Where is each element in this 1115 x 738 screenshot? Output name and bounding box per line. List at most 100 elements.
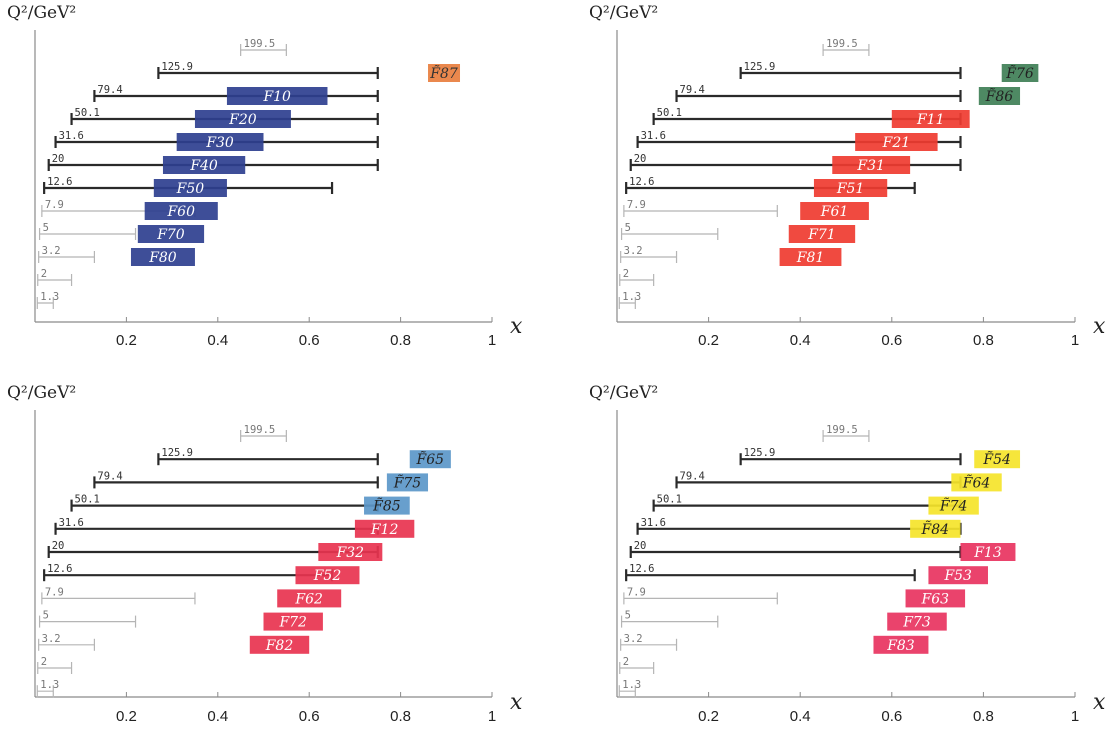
q2-level-label: 3.2	[624, 633, 643, 645]
structure-function-label: F31	[856, 158, 885, 174]
x-tick-label: 0.2	[698, 332, 719, 349]
q2-level-label: 199.5	[244, 38, 276, 50]
x-tick-label: 0.2	[116, 708, 137, 725]
chart-panel-2: Q²/GeV² x 0.2 0.4 0.6 0.8 1 199.5 125.9 79.4 50.1 3…	[589, 3, 1106, 349]
structure-function-label: F12	[370, 522, 399, 538]
x-tick-label: 0.4	[207, 332, 228, 349]
structure-function-label: F81	[796, 250, 825, 266]
structure-function-box	[951, 473, 1002, 492]
structure-function-box	[386, 473, 429, 492]
q2-level-label: 31.6	[641, 517, 666, 529]
y-axis-label: Q²/GeV²	[7, 3, 76, 23]
structure-function-label: F71	[807, 227, 836, 243]
q2-level-label: 199.5	[826, 38, 858, 50]
x-axis-label: x	[510, 690, 523, 715]
x-tick-label: 0.4	[790, 708, 811, 725]
structure-function-boxes: F̃87 F10 F20 F30 F40 F50 F60 F70 F80	[130, 64, 461, 266]
structure-function-label: F32	[336, 545, 365, 561]
x-tick-label: 1	[488, 708, 496, 725]
structure-function-label: F21	[882, 135, 911, 151]
q2-level-label: 5	[625, 610, 631, 622]
structure-function-box	[318, 543, 383, 561]
q2-level-label: 2	[623, 268, 629, 280]
structure-function-label: F̃76	[1005, 64, 1034, 82]
x-tick-label: 0.6	[881, 332, 902, 349]
q2-level-label: 12.6	[629, 563, 654, 575]
structure-function-box	[1001, 64, 1039, 82]
q2-level-label: 1.3	[40, 291, 59, 303]
structure-function-label: F63	[921, 591, 950, 607]
structure-function-label: F10	[262, 89, 291, 105]
structure-function-box	[153, 179, 227, 197]
structure-function-label: F60	[166, 204, 195, 220]
q2-level-label: 20	[634, 153, 647, 165]
q2-level-label: 125.9	[744, 61, 776, 73]
structure-function-box	[788, 225, 856, 243]
x-tick-label: 1	[1071, 332, 1079, 349]
structure-function-label: F83	[886, 638, 915, 654]
q2-level-label: 125.9	[744, 447, 776, 459]
q2-level-label: 3.2	[42, 633, 61, 645]
q2-level-label: 31.6	[641, 130, 666, 142]
structure-function-label: F̃86	[985, 87, 1014, 105]
structure-function-box	[263, 612, 323, 631]
x-tick-label: 0.4	[207, 708, 228, 725]
structure-function-box	[910, 519, 961, 538]
structure-function-label: F82	[265, 638, 294, 654]
q2-level-label: 79.4	[680, 84, 705, 96]
structure-function-box	[137, 225, 205, 243]
structure-function-label: F50	[176, 181, 205, 197]
chart-panel-4: Q²/GeV² x 0.2 0.4 0.6 0.8 1 199.5 125.9 79.4 50.1 3…	[589, 383, 1106, 725]
x-tick-label: 1	[488, 332, 496, 349]
q2-range-group: 199.5 125.9 79.4 50.1 31.6 20 12.6 7.9 5 3.2 2 1.3	[618, 424, 962, 698]
structure-function-box	[364, 496, 410, 515]
q2-level-label: 50.1	[75, 494, 100, 506]
q2-level-label: 2	[41, 268, 47, 280]
q2-level-label: 7.9	[45, 586, 64, 598]
structure-function-box	[928, 496, 979, 515]
structure-function-box	[194, 110, 291, 128]
structure-function-box	[130, 248, 195, 266]
structure-function-label: F̃87	[429, 64, 458, 82]
structure-function-label: F61	[820, 204, 849, 220]
structure-function-box	[832, 156, 911, 174]
structure-function-box	[428, 64, 461, 82]
q2-level-label: 31.6	[59, 130, 84, 142]
x-tick-label: 0.2	[698, 708, 719, 725]
x-tick-label: 0.8	[390, 708, 411, 725]
structure-function-box	[978, 87, 1021, 105]
q2-level-label: 12.6	[47, 563, 72, 575]
structure-function-label: F51	[836, 181, 865, 197]
q2-level-label: 1.3	[40, 679, 59, 691]
structure-function-label: F20	[228, 112, 257, 128]
x-tick-label: 0.6	[881, 708, 902, 725]
structure-function-label: F11	[916, 112, 945, 128]
structure-function-boxes: F̃76 F̃86 F11 F21 F31 F51 F61 F71 F81	[779, 64, 1039, 266]
structure-function-label: F53	[943, 568, 972, 584]
structure-function-box	[409, 450, 451, 469]
structure-function-box	[800, 202, 869, 220]
structure-function-box	[295, 566, 360, 585]
structure-function-box	[249, 635, 310, 654]
q2-level-label: 79.4	[97, 84, 122, 96]
q2-level-label: 125.9	[161, 61, 193, 73]
structure-function-label: F̃75	[393, 474, 422, 492]
q2-level-label: 7.9	[627, 586, 646, 598]
structure-function-box	[226, 87, 328, 105]
structure-function-label: F̃74	[939, 497, 968, 515]
structure-function-box	[873, 635, 929, 654]
structure-function-label: F72	[278, 615, 307, 631]
structure-function-label: F13	[973, 545, 1002, 561]
x-axis-label: x	[1093, 690, 1106, 715]
structure-function-box	[779, 248, 842, 266]
structure-function-label: F70	[156, 227, 185, 243]
structure-function-boxes: F̃65 F̃75 F̃85 F12 F32 F52 F62 F72 F82	[249, 450, 451, 654]
x-axis-label: x	[1093, 314, 1106, 339]
q2-level-label: 2	[41, 656, 47, 668]
q2-level-label: 199.5	[244, 424, 276, 436]
q2-range-group: 199.5 125.9 79.4 50.1 31.6 20 12.6 7.9 5 3.2 2 1.3	[36, 424, 379, 698]
chart-panel-1: Q²/GeV² x 0.2 0.4 0.6 0.8 1 199.5 125.9 79.4 50.1 3…	[7, 3, 523, 349]
structure-function-label: F̃54	[982, 451, 1011, 469]
structure-function-box	[176, 133, 264, 151]
